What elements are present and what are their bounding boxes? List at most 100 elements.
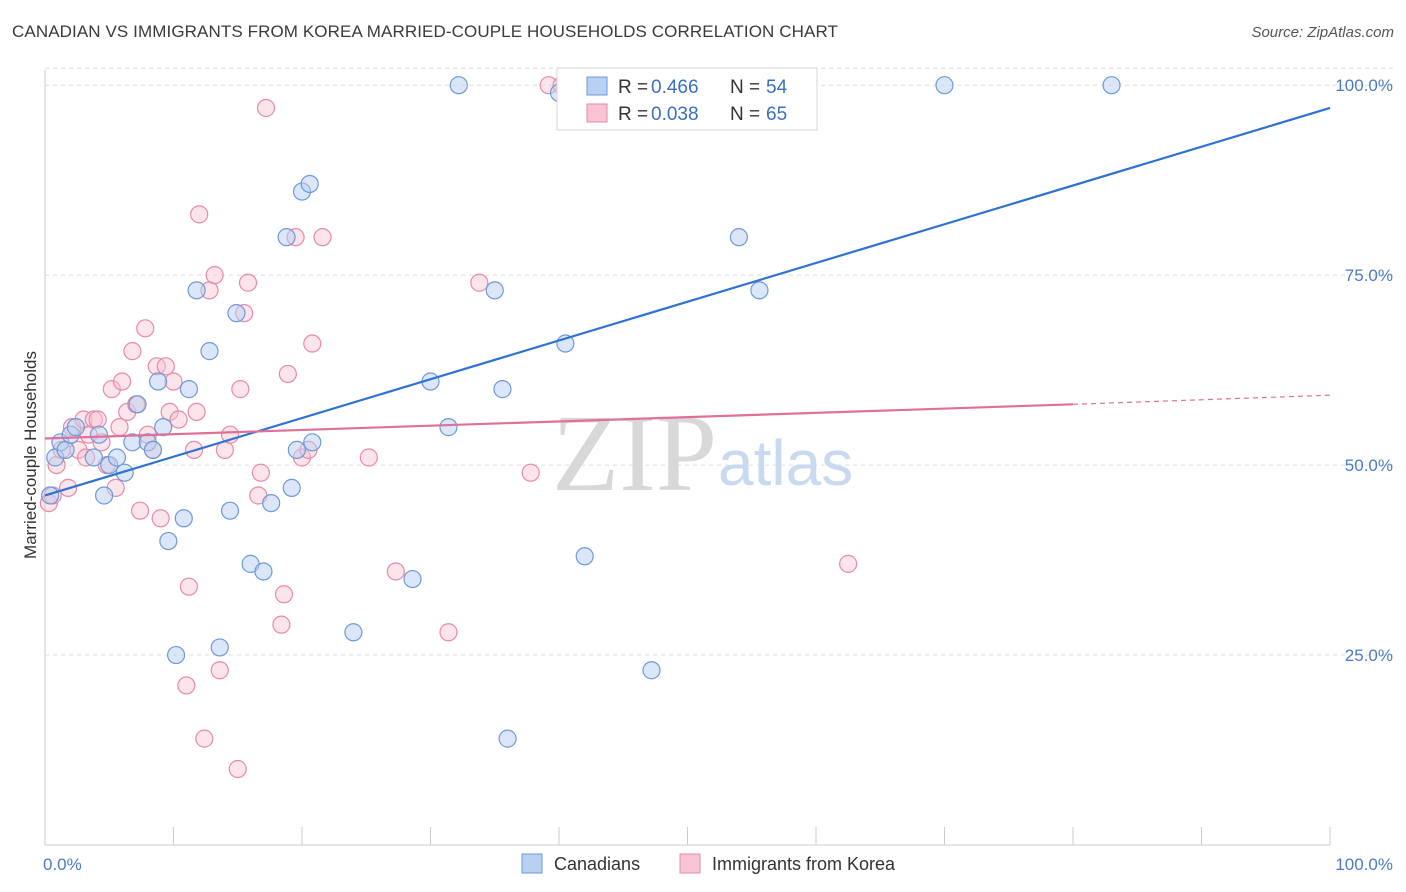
y-axis-label: Married-couple Households: [21, 351, 40, 559]
canadians-point: [493, 380, 512, 399]
korea-point: [386, 562, 405, 581]
canadians-point: [166, 645, 186, 665]
korea-point: [136, 319, 155, 338]
korea-point: [238, 273, 258, 292]
y-tick-label: 50.0%: [1345, 456, 1393, 475]
canadians-point: [95, 486, 114, 505]
korea-point: [205, 266, 224, 285]
canadians-point: [935, 76, 954, 95]
korea-point: [228, 759, 247, 779]
legend-r-value-2: 0.038: [651, 104, 699, 125]
korea-trend-line: [44, 403, 1074, 440]
legend-n-value-2: 65: [766, 104, 787, 125]
canadians-point: [56, 440, 75, 460]
canadians-point: [282, 478, 301, 497]
korea-point: [123, 342, 142, 361]
korea-point: [151, 509, 170, 528]
canadians-point: [200, 342, 219, 361]
legend-r-label-1: R =: [618, 77, 648, 98]
korea-point: [256, 98, 276, 118]
legend-n-value-1: 54: [766, 77, 788, 98]
korea-point: [359, 448, 378, 467]
korea-point: [274, 585, 294, 604]
canadians-point: [179, 380, 199, 399]
canadians-point: [143, 440, 163, 460]
canadians-point: [439, 418, 458, 437]
watermark-zip: ZIP: [552, 392, 717, 514]
korea-point: [190, 205, 209, 224]
canadians-point: [254, 562, 273, 581]
korea-point: [88, 410, 107, 429]
canadians-point: [128, 395, 147, 414]
legend-n-label-1: N =: [730, 77, 760, 98]
x-tick-label: 100.0%: [1335, 855, 1393, 874]
canadians-point: [485, 281, 504, 300]
canadians-point: [41, 486, 60, 505]
korea-point: [169, 410, 188, 429]
legend-r-value-1: 0.466: [651, 77, 699, 98]
canadians-point: [575, 547, 594, 566]
y-tick-label: 100.0%: [1335, 76, 1393, 95]
canadians-point: [154, 418, 173, 437]
korea-point: [439, 623, 458, 642]
legend-bottom-canadians: Canadians: [554, 854, 640, 874]
x-tick-labels: 0.0% 100.0%: [43, 855, 1393, 874]
chart-source: Source: ZipAtlas.com: [1251, 24, 1394, 41]
canadians-point: [750, 281, 769, 300]
canadians-point: [107, 448, 127, 467]
legend-bottom-swatch-canadians: [521, 853, 543, 874]
canadians-point: [174, 509, 193, 528]
canadians-point: [449, 76, 468, 95]
y-tick-label: 75.0%: [1345, 266, 1393, 285]
canadians-point: [220, 501, 240, 520]
canadians-point: [66, 418, 85, 437]
korea-point: [210, 661, 229, 680]
canadians-point: [287, 440, 306, 460]
korea-point: [231, 380, 250, 399]
watermark-atlas: atlas: [718, 427, 853, 499]
watermark: ZIP atlas: [552, 392, 853, 514]
korea-point: [110, 418, 129, 437]
korea-point: [195, 729, 214, 748]
legend-swatch-korea: [586, 103, 608, 123]
canadians-point: [262, 493, 281, 513]
legend-bottom: Canadians Immigrants from Korea: [521, 853, 896, 874]
korea-point: [102, 380, 121, 399]
canadians-point: [1102, 76, 1121, 95]
canadians-point: [159, 531, 178, 551]
legend-bottom-swatch-korea: [679, 853, 701, 874]
korea-point: [177, 676, 196, 695]
canadians-point: [300, 174, 319, 194]
y-tick-labels: 25.0% 50.0% 75.0% 100.0%: [1335, 76, 1393, 665]
canadians-point: [277, 228, 296, 247]
korea-point: [278, 364, 297, 384]
korea-point: [303, 334, 322, 353]
legend-swatch-canadians: [586, 76, 608, 96]
korea-point: [470, 273, 489, 292]
legend-bottom-korea: Immigrants from Korea: [712, 854, 896, 874]
korea-point: [130, 501, 150, 520]
korea-trend-extension: [1072, 394, 1331, 405]
canadians-point: [89, 425, 109, 444]
canadians-points: [41, 76, 1121, 748]
korea-point: [156, 357, 175, 376]
canadians-point: [344, 623, 363, 642]
chart-title: CANADIAN VS IMMIGRANTS FROM KOREA MARRIE…: [12, 22, 839, 41]
canadians-point: [115, 463, 134, 482]
y-tick-label: 25.0%: [1345, 646, 1393, 665]
canadians-point: [642, 661, 661, 680]
korea-point: [187, 402, 206, 422]
canadians-point: [210, 638, 229, 657]
canadians-point: [84, 448, 103, 467]
canadians-point: [187, 281, 206, 300]
legend-r-label-2: R =: [618, 104, 648, 125]
trend-lines: [44, 106, 1331, 497]
canadians-point: [403, 569, 422, 589]
legend-top: R = 0.466 N = 54 R = 0.038 N = 65: [556, 67, 818, 131]
canadians-point: [498, 729, 517, 748]
canadians-point: [148, 372, 168, 391]
korea-point: [164, 372, 183, 391]
axes: [44, 70, 1331, 846]
korea-point: [112, 372, 132, 391]
